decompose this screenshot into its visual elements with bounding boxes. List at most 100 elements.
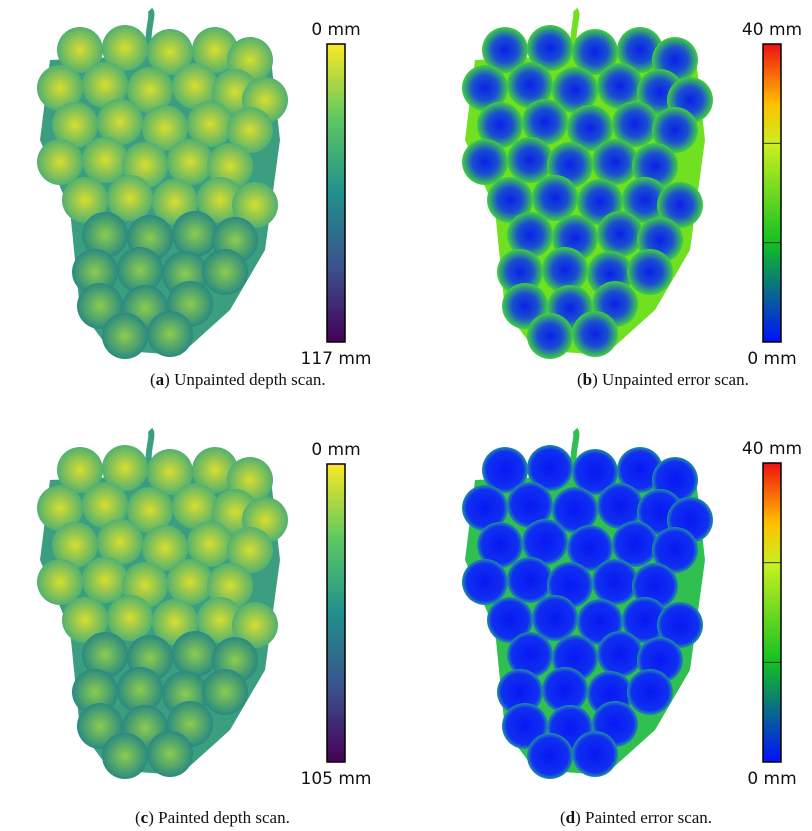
colorbar-bottom-label: 0 mm [747, 349, 796, 369]
grape [102, 25, 148, 71]
grape [57, 447, 103, 493]
grape [82, 137, 128, 183]
caption-part: b [582, 370, 593, 389]
colorbar [326, 463, 346, 763]
grape [482, 27, 528, 73]
grape [142, 105, 188, 151]
caption-part: ) Painted depth scan. [148, 808, 290, 827]
grape [127, 487, 173, 533]
grape [482, 447, 528, 493]
grape [572, 311, 618, 357]
grape [567, 105, 613, 151]
grape [652, 107, 698, 153]
grape [572, 731, 618, 777]
grape [532, 175, 578, 221]
grape [507, 557, 553, 603]
grape [172, 211, 218, 257]
grape [102, 445, 148, 491]
grape [592, 559, 638, 605]
grape [147, 311, 193, 357]
colorbar-bottom-label: 0 mm [747, 769, 796, 789]
grape [597, 211, 643, 257]
grape [522, 99, 568, 145]
grape [487, 597, 533, 643]
caption-part: d [565, 808, 576, 827]
grape [172, 631, 218, 677]
grape [192, 27, 238, 73]
grape [527, 445, 573, 491]
grape [507, 632, 553, 678]
grape [167, 559, 213, 605]
grape [627, 669, 673, 715]
grape [172, 483, 218, 529]
caption-part: ) Unpainted error scan. [592, 370, 749, 389]
grape [107, 595, 153, 641]
grape [597, 483, 643, 529]
grape [592, 139, 638, 185]
colorbar [762, 462, 782, 763]
grape [62, 597, 108, 643]
caption-part: ) Painted error scan. [575, 808, 713, 827]
grape [612, 521, 658, 567]
grape [487, 177, 533, 223]
grape [187, 521, 233, 567]
grape [462, 485, 508, 531]
colorbar-bottom-label: 105 mm [301, 769, 372, 789]
grape [507, 212, 553, 258]
caption-part: ( [560, 808, 566, 827]
colorbar [326, 43, 346, 343]
grape [462, 559, 508, 605]
colorbar-top-label: 40 mm [742, 20, 802, 40]
grape [532, 595, 578, 641]
grape [657, 182, 703, 228]
grape [82, 212, 128, 258]
grape [567, 525, 613, 571]
colorbar-top-label: 0 mm [311, 440, 360, 460]
grape [622, 177, 668, 223]
grape [82, 482, 128, 528]
caption: (c) Painted depth scan. [135, 808, 290, 828]
grape [497, 669, 543, 715]
colorbar-bottom-label: 117 mm [301, 349, 372, 369]
grape [552, 487, 598, 533]
grape [167, 139, 213, 185]
grape [527, 313, 573, 359]
grape [117, 667, 163, 713]
colorbar-top-label: 40 mm [742, 439, 802, 459]
grape [82, 62, 128, 108]
grape [117, 247, 163, 293]
scan-image [462, 427, 713, 779]
grape [507, 137, 553, 183]
grape [542, 667, 588, 713]
grape [627, 249, 673, 295]
grape [97, 99, 143, 145]
grape [102, 313, 148, 359]
grape [612, 101, 658, 147]
grape [572, 449, 618, 495]
grape [227, 107, 273, 153]
grape [187, 101, 233, 147]
grape [172, 63, 218, 109]
grape [107, 175, 153, 221]
caption-part: ) Unpainted depth scan. [164, 370, 326, 389]
grape [552, 67, 598, 113]
grape [617, 27, 663, 73]
grape [37, 485, 83, 531]
colorbar-top-label: 0 mm [311, 20, 360, 40]
grape [82, 557, 128, 603]
grape [52, 102, 98, 148]
grape [57, 27, 103, 73]
grape [142, 525, 188, 571]
caption-part: ( [577, 370, 583, 389]
grape [72, 669, 118, 715]
grape [232, 602, 278, 648]
grape [597, 631, 643, 677]
scan-image [37, 7, 288, 359]
scan-image [462, 7, 713, 359]
grape [462, 139, 508, 185]
grape [597, 63, 643, 109]
grape [622, 597, 668, 643]
grape [617, 447, 663, 493]
